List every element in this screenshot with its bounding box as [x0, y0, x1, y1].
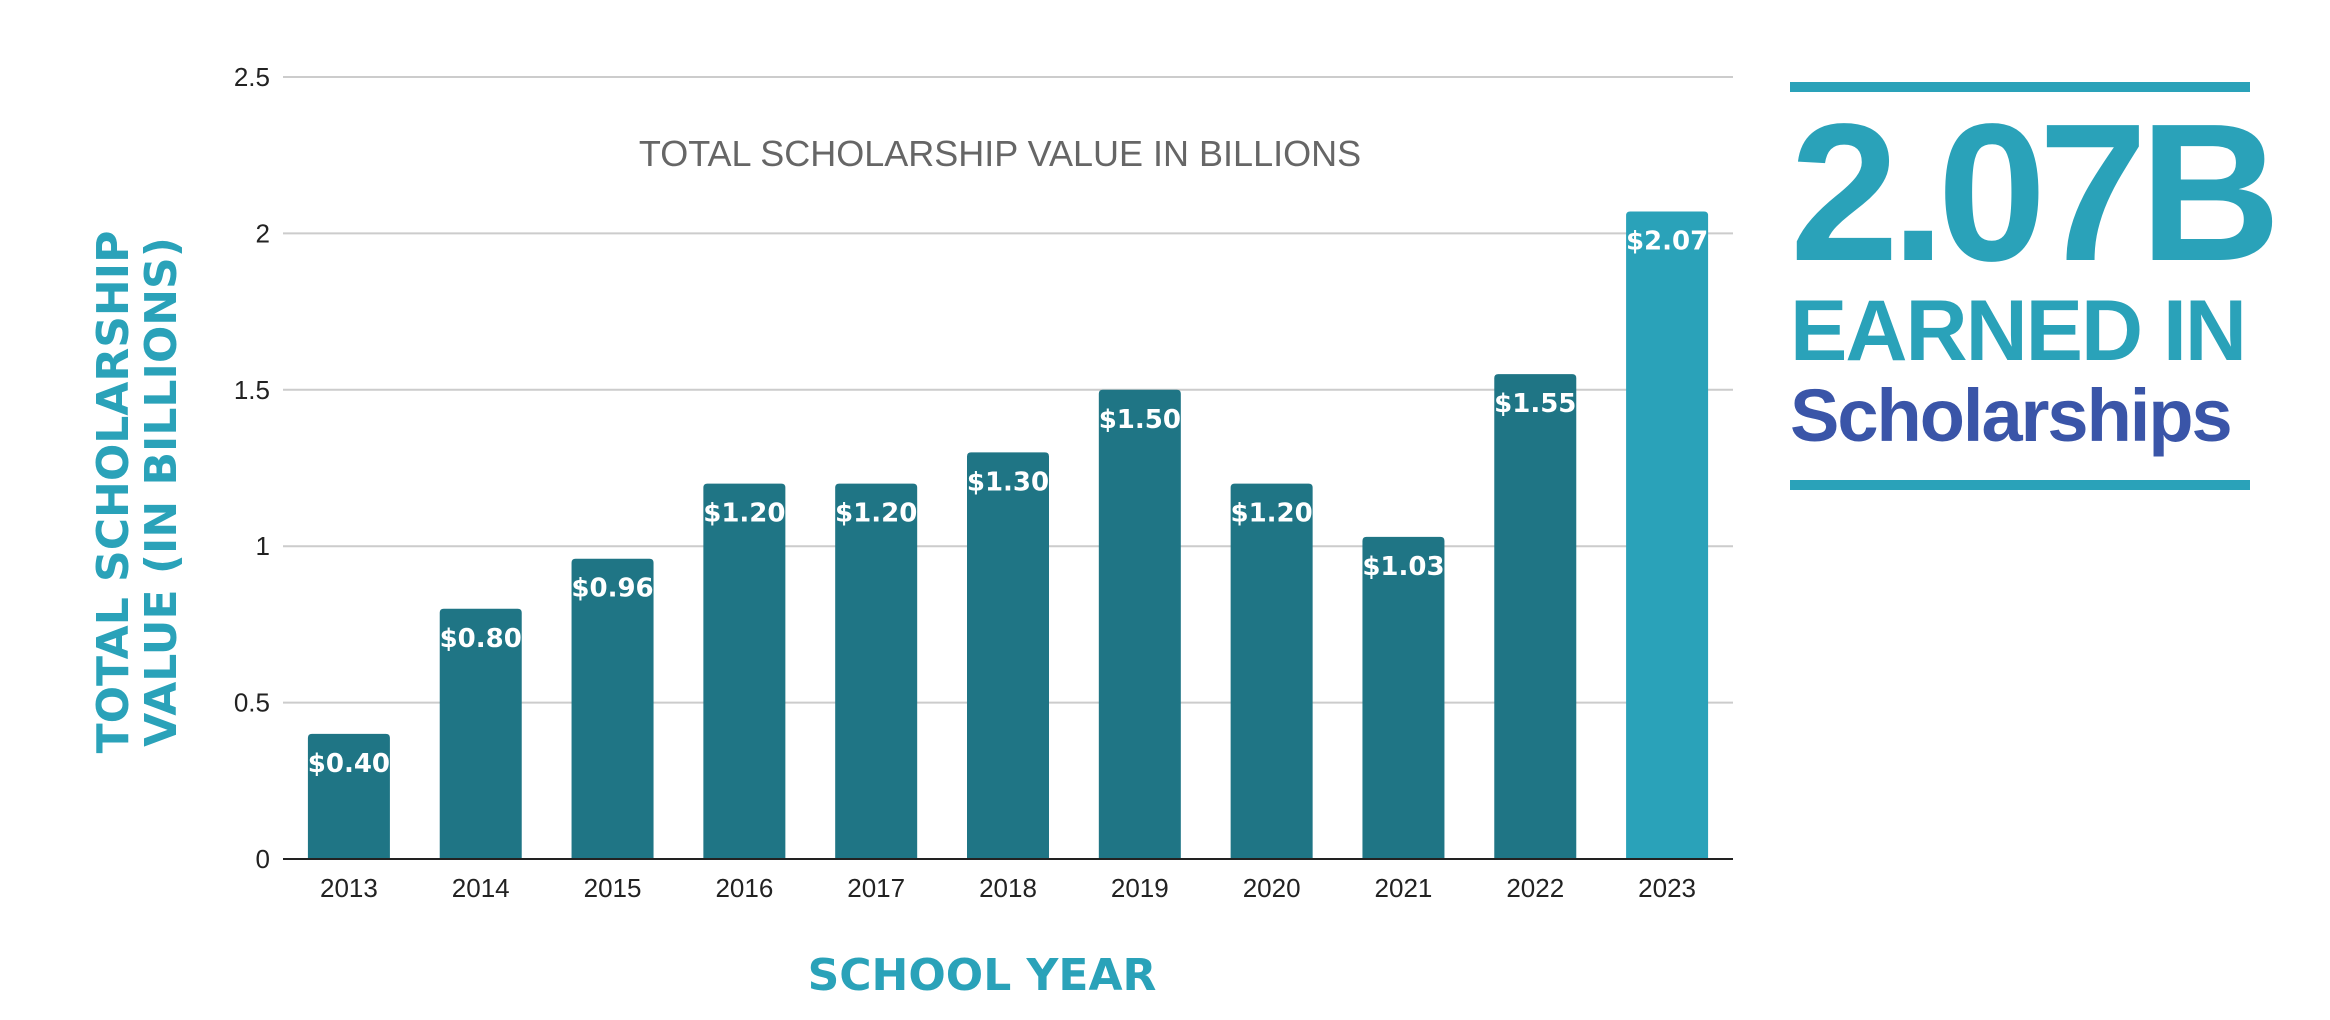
bar-2015: [571, 558, 654, 859]
callout-line-earned-in: EARNED IN: [1790, 283, 2247, 379]
tick-labels: 0 0.5 1 1.5 2 2.5 2013 2014 2015 2016 2017 2018 2019…: [234, 62, 1696, 903]
x-tick-label: 2021: [1375, 873, 1433, 903]
callout-value: 2.07B: [1790, 83, 2281, 302]
x-axis-title: SCHOOL YEAR: [808, 950, 1157, 1001]
bar-2016: [703, 483, 786, 859]
bars: [307, 211, 1709, 859]
x-tick-label: 2020: [1243, 873, 1301, 903]
data-label-2021: $1.03: [1362, 552, 1444, 582]
x-tick-label: 2019: [1111, 873, 1169, 903]
highlight-callout: 2.07B EARNED IN Scholarships: [1790, 82, 2281, 490]
gridlines: [283, 76, 1733, 704]
callout-bottom-rule: [1790, 480, 2250, 490]
bar-2020: [1230, 483, 1313, 859]
data-label-2023: $2.07: [1626, 227, 1708, 257]
data-label-2016: $1.20: [703, 499, 785, 529]
bar-2019: [1098, 389, 1181, 859]
y-tick-label: 2.5: [234, 62, 270, 92]
bar-2023: [1626, 211, 1709, 859]
x-tick-label: 2014: [452, 873, 510, 903]
data-label-2019: $1.50: [1099, 405, 1181, 435]
y-axis-title-line-2: VALUE (IN BILLIONS): [136, 237, 187, 747]
y-tick-label: 1: [256, 531, 270, 561]
y-tick-label: 2: [256, 218, 270, 248]
bar-2021: [1362, 536, 1445, 859]
x-tick-label: 2015: [584, 873, 642, 903]
bar-2018: [967, 452, 1049, 859]
data-label-2013: $0.40: [308, 749, 390, 779]
bar-2017: [835, 483, 918, 859]
data-label-2018: $1.30: [967, 467, 1049, 497]
x-tick-label: 2013: [320, 873, 378, 903]
data-labels: $0.40 $0.80 $0.96 $1.20 $1.20 $1.30 $1.50 $1.20…: [308, 227, 1708, 779]
x-tick-label: 2023: [1638, 873, 1696, 903]
callout-top-rule: [1790, 82, 2250, 92]
y-tick-label: 0.5: [234, 688, 270, 718]
data-label-2017: $1.20: [835, 499, 917, 529]
bar-2014: [439, 608, 522, 859]
y-axis-title-line-1: TOTAL SCHOLARSHIP: [88, 231, 139, 754]
x-tick-label: 2017: [847, 873, 905, 903]
data-label-2022: $1.55: [1494, 389, 1576, 419]
x-tick-label: 2016: [715, 873, 773, 903]
x-tick-label: 2022: [1506, 873, 1564, 903]
data-label-2020: $1.20: [1231, 499, 1313, 529]
callout-line-scholarships: Scholarships: [1790, 374, 2233, 457]
bar-2022: [1494, 374, 1577, 859]
data-label-2014: $0.80: [440, 624, 522, 654]
x-tick-label: 2018: [979, 873, 1037, 903]
y-tick-label: 0: [256, 844, 270, 874]
bar-2013: [307, 733, 390, 859]
y-tick-label: 1.5: [234, 375, 270, 405]
chart-title: TOTAL SCHOLARSHIP VALUE IN BILLIONS: [639, 133, 1361, 174]
data-label-2015: $0.96: [571, 574, 653, 604]
